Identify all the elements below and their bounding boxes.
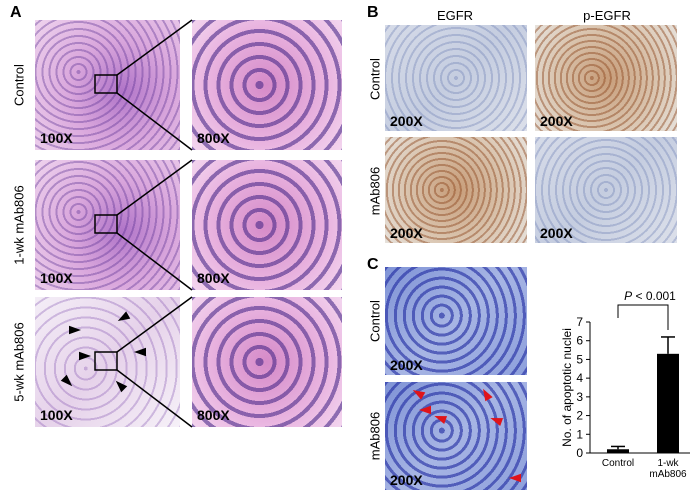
y-tick-label: 0	[576, 446, 583, 460]
x-tick-label: 1-wk mAb806	[649, 458, 687, 480]
micrograph	[385, 137, 527, 243]
magnification-label: 200X	[390, 472, 423, 488]
zoom-line	[116, 92, 193, 151]
p-value: P < 0.001	[624, 289, 676, 303]
magnification-label: 200X	[390, 225, 423, 241]
micrograph	[192, 20, 342, 150]
y-tick-label: 1	[576, 427, 583, 441]
y-tick-label: 7	[576, 315, 583, 329]
bar	[657, 353, 679, 453]
p-text: < 0.001	[635, 289, 676, 303]
micrograph	[535, 25, 677, 131]
arrowhead	[419, 405, 431, 415]
y-tick-label: 2	[576, 409, 583, 423]
arrowhead	[117, 311, 131, 321]
micrograph	[385, 267, 527, 375]
y-tick-label: 4	[576, 371, 583, 385]
micrograph	[385, 25, 527, 131]
magnification-label: 200X	[540, 113, 573, 129]
zoom-line	[116, 159, 193, 216]
zoom-line	[116, 369, 193, 428]
micrograph	[385, 382, 527, 490]
y-tick-label: 5	[576, 352, 583, 366]
y-axis-label: No. of apoptotic nuclei	[560, 328, 574, 447]
zoom-line	[116, 19, 193, 76]
zoom-box	[94, 74, 118, 94]
micrograph	[35, 297, 180, 427]
arrowhead	[115, 380, 128, 393]
magnification-label: 200X	[540, 225, 573, 241]
significance-bracket	[617, 304, 669, 330]
magnification-label: 800X	[197, 407, 230, 423]
magnification-label: 100X	[40, 407, 73, 423]
arrowhead	[79, 351, 91, 361]
magnification-label: 800X	[197, 270, 230, 286]
arrowhead	[483, 388, 493, 402]
zoom-line	[116, 296, 193, 353]
arrowhead	[434, 415, 448, 424]
magnification-label: 100X	[40, 270, 73, 286]
column-header: p-EGFR	[583, 8, 631, 23]
bar	[607, 449, 629, 453]
arrowhead	[412, 390, 426, 400]
magnification-label: 100X	[40, 130, 73, 146]
magnification-label: 200X	[390, 113, 423, 129]
zoom-line	[116, 232, 193, 291]
y-tick-label: 3	[576, 390, 583, 404]
magnification-label: 200X	[390, 357, 423, 373]
arrowhead	[134, 347, 146, 357]
arrowhead	[60, 374, 73, 387]
micrograph	[192, 160, 342, 290]
magnification-label: 800X	[197, 130, 230, 146]
micrograph	[35, 160, 180, 290]
x-tick-label: Control	[601, 458, 635, 469]
micrograph	[35, 20, 180, 150]
micrograph	[192, 297, 342, 427]
micrograph	[535, 137, 677, 243]
column-header: EGFR	[436, 8, 474, 23]
arrowhead	[509, 473, 521, 483]
arrowhead	[69, 325, 81, 335]
y-tick-label: 6	[576, 334, 583, 348]
panel-letter: A	[10, 4, 22, 21]
zoom-box	[94, 351, 118, 371]
arrowhead	[490, 417, 504, 426]
zoom-box	[94, 214, 118, 234]
panel-letter: C	[367, 256, 379, 273]
panel-letter: B	[367, 4, 379, 21]
p-symbol: P	[624, 289, 632, 303]
